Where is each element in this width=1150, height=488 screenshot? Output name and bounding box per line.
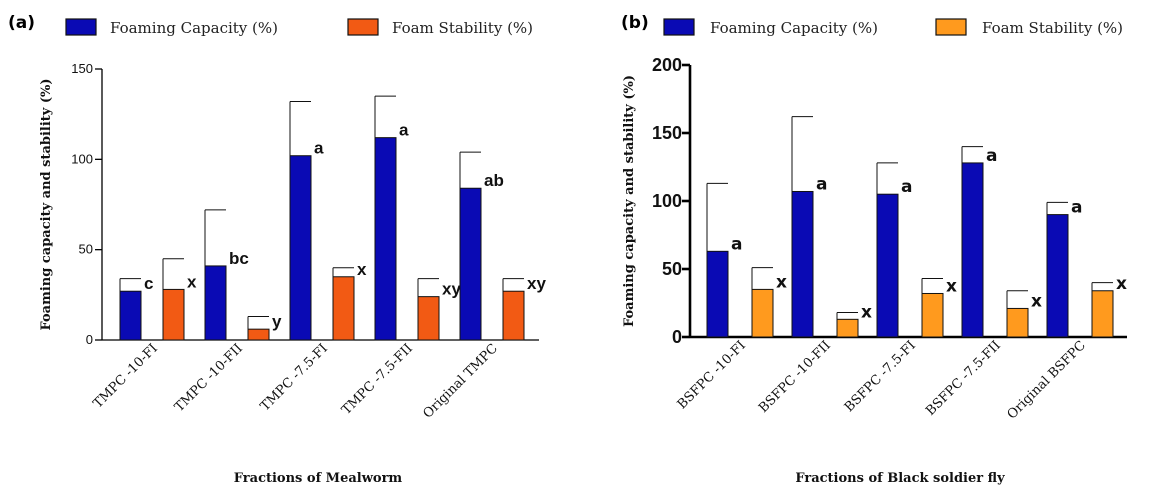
category-label: TMPC -10-FII — [172, 341, 246, 415]
category-label: TMPC -7.5-FII — [339, 341, 416, 418]
bar — [791, 190, 814, 338]
significance-letter: c — [144, 274, 153, 293]
significance-letter: a — [986, 146, 997, 166]
significance-letter: a — [731, 234, 742, 254]
bar — [836, 318, 859, 338]
significance-letter: x — [946, 276, 957, 296]
legend-label: Foaming Capacity (%) — [710, 19, 878, 37]
y-tick-label: 50 — [79, 242, 93, 257]
bar — [706, 250, 729, 338]
category-label: Original BSFPC — [1005, 338, 1089, 422]
x-axis-title: Fractions of Black soldier fly — [795, 471, 1005, 486]
significance-letter: x — [357, 260, 367, 279]
significance-letter: a — [816, 174, 827, 194]
bar — [417, 296, 440, 341]
bar — [751, 288, 774, 338]
chart-panel: (a) Foaming Capacity (%) Foam Stability (%… — [8, 13, 546, 486]
legend-label: Foaming Capacity (%) — [110, 19, 278, 37]
significance-letter: x — [861, 302, 872, 322]
significance-letter: x — [1116, 274, 1127, 294]
panel-label: (b) — [621, 13, 649, 33]
bar — [374, 137, 397, 341]
category-label: Original TMPC — [420, 341, 500, 421]
legend-swatch — [663, 18, 695, 36]
category-label: TMPC -7.5-FI — [258, 341, 331, 414]
category-label: BSFPC -7.5-FI — [842, 338, 919, 415]
y-tick-label: 100 — [652, 191, 682, 211]
bar — [1006, 307, 1029, 338]
significance-letter: x — [1031, 291, 1042, 311]
significance-letter: x — [776, 272, 787, 292]
legend-swatch — [347, 18, 379, 36]
y-tick-label: 150 — [71, 61, 93, 76]
y-tick-label: 150 — [652, 123, 682, 143]
y-tick-label: 100 — [71, 151, 93, 166]
legend: Foaming Capacity (%) Foam Stability (%) — [65, 18, 533, 37]
significance-letter: x — [187, 272, 197, 291]
y-tick-label: 50 — [662, 259, 682, 279]
y-tick-label: 0 — [86, 332, 93, 347]
legend: Foaming Capacity (%) Foam Stability (%) — [663, 18, 1123, 37]
significance-letter: a — [1071, 198, 1082, 218]
significance-letter: bc — [229, 249, 249, 268]
category-label: BSFPC -10-FI — [675, 338, 749, 412]
significance-letter: a — [314, 139, 324, 158]
bar — [204, 265, 227, 341]
bar — [1046, 214, 1069, 338]
significance-letter: xy — [527, 274, 546, 293]
significance-letter: a — [399, 121, 409, 140]
chart-panel: (b) Foaming Capacity (%) Foam Stability (%… — [621, 13, 1127, 486]
significance-letter: a — [901, 177, 912, 197]
legend-swatch — [935, 18, 967, 36]
y-axis-title: Foaming capacity and stability (%) — [39, 78, 54, 330]
significance-letter: xy — [442, 280, 461, 299]
significance-letter: ab — [484, 171, 504, 190]
bar — [332, 276, 355, 341]
bar — [921, 292, 944, 338]
bar — [961, 162, 984, 338]
panel-label: (a) — [8, 13, 35, 33]
category-label: BSFPC -10-FII — [756, 338, 834, 416]
significance-letter: y — [272, 312, 282, 331]
category-label: TMPC -10-FI — [91, 341, 161, 411]
y-axis-title: Foaming capacity and stability (%) — [622, 75, 637, 327]
bar — [1091, 290, 1114, 338]
bar — [289, 155, 312, 341]
bar — [459, 187, 482, 341]
legend-label: Foam Stability (%) — [982, 19, 1123, 37]
category-label: BSFPC -7.5-FII — [923, 338, 1004, 419]
bar — [876, 193, 899, 338]
bar — [162, 288, 185, 341]
bar — [247, 328, 270, 341]
y-tick-label: 200 — [652, 55, 682, 75]
bar — [119, 290, 142, 341]
y-tick-label: 0 — [672, 327, 682, 347]
bar — [502, 290, 525, 341]
x-axis-title: Fractions of Mealworm — [234, 471, 403, 486]
legend-label: Foam Stability (%) — [392, 19, 533, 37]
legend-swatch — [65, 18, 97, 36]
